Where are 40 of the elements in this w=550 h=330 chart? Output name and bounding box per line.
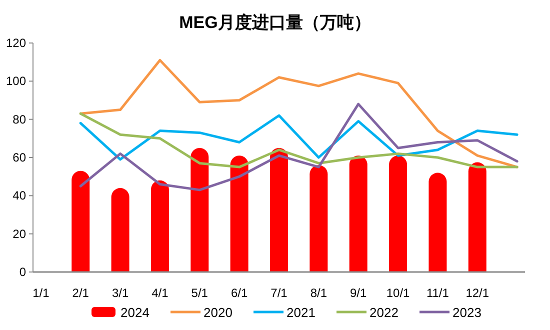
y-tick-label: 40 xyxy=(12,188,26,203)
bar xyxy=(270,148,288,272)
bar xyxy=(349,156,368,272)
x-tick-label: 3/1 xyxy=(112,286,129,300)
y-tick-label: 20 xyxy=(12,226,26,241)
chart-title: MEG月度进口量（万吨） xyxy=(179,13,371,32)
x-tick-label: 4/1 xyxy=(152,286,169,300)
x-tick-label: 11/1 xyxy=(426,286,450,300)
x-tick-label: 8/1 xyxy=(310,286,328,300)
x-tick-label: 5/1 xyxy=(191,286,208,300)
bar xyxy=(111,188,130,272)
bar xyxy=(72,170,90,272)
x-tick-label: 12/1 xyxy=(466,286,490,300)
x-tick-label: 6/1 xyxy=(230,286,248,300)
legend-label: 2020 xyxy=(204,305,232,320)
x-tick-label: 10/1 xyxy=(386,286,410,300)
y-tick-label: 60 xyxy=(12,150,26,164)
bar xyxy=(230,156,248,272)
line-series xyxy=(79,114,518,161)
y-tick-label: 100 xyxy=(6,74,26,88)
legend-label: 2023 xyxy=(452,305,482,320)
line-series xyxy=(79,102,518,192)
y-tick-label: 80 xyxy=(12,112,26,126)
x-tick-label: 2/1 xyxy=(72,286,90,300)
bar xyxy=(468,162,486,272)
bar xyxy=(389,156,408,272)
y-tick-label: 0 xyxy=(19,265,26,279)
x-tick-label: 1/1 xyxy=(32,286,50,300)
bar xyxy=(150,180,169,272)
bar xyxy=(190,148,209,272)
bar xyxy=(428,172,447,272)
x-tick-label: 7/1 xyxy=(270,286,288,300)
legend-label: 2024 xyxy=(120,305,150,320)
bar xyxy=(310,165,328,272)
y-tick-label: 120 xyxy=(6,36,26,50)
line-series xyxy=(79,112,518,168)
legend-label: 2022 xyxy=(370,305,398,320)
legend-label: 2021 xyxy=(286,305,316,320)
line-series xyxy=(79,58,518,168)
x-tick-label: 9/1 xyxy=(350,286,368,300)
